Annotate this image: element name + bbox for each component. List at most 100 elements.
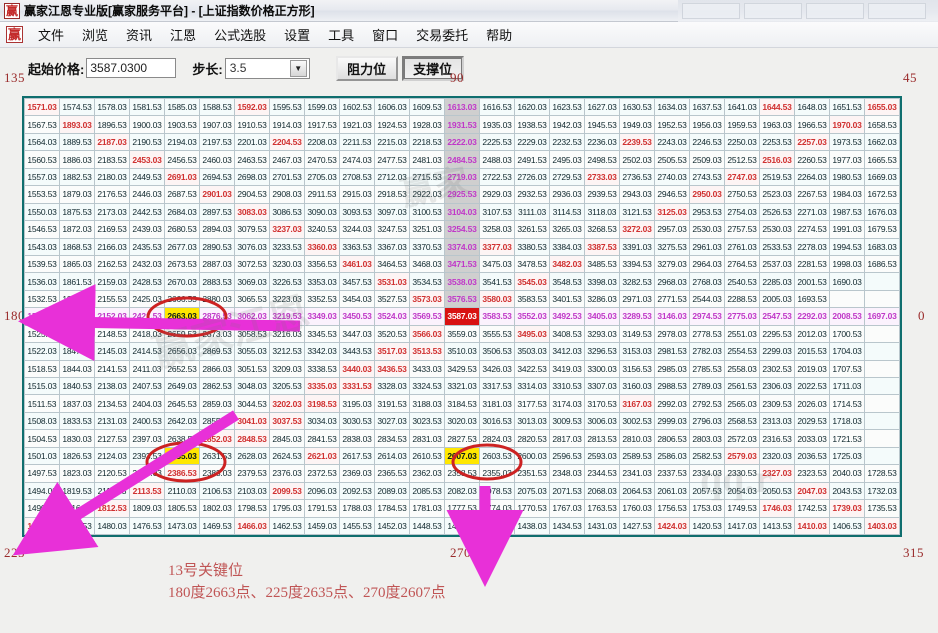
price-cell[interactable]: 2330.53 xyxy=(724,464,760,483)
price-cell[interactable]: 2236.03 xyxy=(584,132,620,152)
price-cell[interactable]: 1980.53 xyxy=(829,167,865,187)
price-cell[interactable]: 3174.03 xyxy=(549,394,585,413)
price-cell[interactable]: 1714.53 xyxy=(829,394,865,413)
price-cell[interactable]: 1476.53 xyxy=(129,516,165,535)
price-cell[interactable]: 1550.03 xyxy=(24,202,60,222)
price-cell[interactable]: 1917.53 xyxy=(304,115,340,134)
price-cell[interactable]: 1742.53 xyxy=(794,499,830,518)
price-cell[interactable]: 1543.03 xyxy=(24,237,60,256)
price-cell[interactable]: 3576.53 xyxy=(444,289,480,309)
price-cell[interactable]: 3569.53 xyxy=(409,307,445,326)
price-cell[interactable]: 1672.53 xyxy=(864,185,900,204)
price-cell[interactable]: 3195.03 xyxy=(339,394,375,413)
price-cell[interactable]: 1984.03 xyxy=(829,185,865,204)
price-cell[interactable]: 2309.53 xyxy=(759,394,795,413)
price-cell[interactable]: 3265.03 xyxy=(549,220,585,239)
price-cell[interactable]: 2932.53 xyxy=(514,185,550,204)
price-cell[interactable]: 3380.53 xyxy=(514,237,550,256)
price-cell[interactable]: 2281.53 xyxy=(794,254,830,274)
price-cell[interactable]: 2624.53 xyxy=(269,446,305,466)
price-cell[interactable]: 3321.03 xyxy=(444,376,480,396)
price-cell[interactable]: 3345.53 xyxy=(304,324,340,344)
price-cell[interactable]: 2386.53 xyxy=(164,464,200,483)
price-cell[interactable]: 2509.03 xyxy=(689,150,725,169)
price-cell[interactable]: 1725.03 xyxy=(829,446,865,466)
price-cell[interactable]: 3353.03 xyxy=(304,272,340,291)
price-cell[interactable]: 3436.53 xyxy=(374,359,410,379)
price-cell[interactable]: 1459.03 xyxy=(304,516,340,535)
price-cell[interactable]: 2316.53 xyxy=(759,429,795,448)
price-cell[interactable]: 3531.03 xyxy=(374,272,410,291)
price-cell[interactable]: 1868.53 xyxy=(59,237,95,256)
price-cell[interactable]: 1851.03 xyxy=(59,324,95,344)
price-cell[interactable]: 2453.03 xyxy=(129,150,165,169)
menu-item-settings[interactable]: 设置 xyxy=(284,28,311,43)
price-cell[interactable]: 2057.53 xyxy=(689,481,725,501)
price-cell[interactable]: 2323.53 xyxy=(794,464,830,483)
price-cell[interactable]: 1956.03 xyxy=(689,115,725,134)
price-cell[interactable] xyxy=(829,289,865,309)
price-cell[interactable]: 3394.53 xyxy=(619,254,655,274)
price-cell[interactable]: 3405.03 xyxy=(584,307,620,326)
price-cell[interactable]: 3041.03 xyxy=(234,411,270,431)
price-cell[interactable]: 1599.03 xyxy=(304,97,340,117)
price-cell[interactable]: 1935.03 xyxy=(479,115,515,134)
price-cell[interactable]: 2033.03 xyxy=(794,429,830,448)
chevron-down-icon[interactable]: ▼ xyxy=(289,59,307,77)
price-cell[interactable]: 3419.03 xyxy=(549,359,585,379)
price-cell[interactable]: 2474.03 xyxy=(339,150,375,169)
price-cell[interactable]: 2054.03 xyxy=(724,481,760,501)
price-cell[interactable]: 2666.53 xyxy=(164,289,200,309)
price-cell[interactable]: 3447.03 xyxy=(339,324,375,344)
price-cell[interactable]: 2141.53 xyxy=(94,359,130,379)
price-cell[interactable]: 2285.03 xyxy=(759,272,795,291)
price-cell[interactable]: 1595.53 xyxy=(269,97,305,117)
price-cell[interactable]: 1648.03 xyxy=(794,97,830,117)
price-cell[interactable]: 3408.53 xyxy=(549,324,585,344)
price-cell[interactable]: 1816.03 xyxy=(59,499,95,518)
price-cell[interactable]: 2708.53 xyxy=(339,167,375,187)
price-cell[interactable]: 3391.03 xyxy=(619,237,655,256)
price-cell[interactable]: 2036.53 xyxy=(794,446,830,466)
price-cell[interactable]: 2516.03 xyxy=(759,150,795,169)
price-cell[interactable]: 2873.03 xyxy=(199,324,235,344)
price-cell[interactable]: 1637.53 xyxy=(689,97,725,117)
price-cell[interactable]: 3450.53 xyxy=(339,307,375,326)
price-cell[interactable]: 1921.03 xyxy=(339,115,375,134)
price-cell[interactable]: 1837.03 xyxy=(59,394,95,413)
price-cell[interactable]: 2498.53 xyxy=(584,150,620,169)
price-cell[interactable]: 3051.53 xyxy=(234,359,270,379)
price-cell[interactable]: 2705.03 xyxy=(304,167,340,187)
price-cell[interactable]: 1903.53 xyxy=(164,115,200,134)
price-cell[interactable]: 2008.53 xyxy=(829,307,865,326)
price-cell[interactable]: 3352.53 xyxy=(304,289,340,309)
price-cell[interactable]: 2117.03 xyxy=(94,481,130,501)
price-cell[interactable]: 3335.03 xyxy=(304,376,340,396)
start-price-input[interactable] xyxy=(86,58,177,78)
price-cell[interactable]: 2442.53 xyxy=(129,202,165,222)
price-cell[interactable]: 2351.53 xyxy=(514,464,550,483)
price-cell[interactable]: 2071.53 xyxy=(549,481,585,501)
price-cell[interactable]: 1896.53 xyxy=(94,115,130,134)
price-cell[interactable]: 1494.03 xyxy=(24,481,60,501)
price-cell[interactable]: 3100.53 xyxy=(409,202,445,222)
price-cell[interactable]: 1483.53 xyxy=(59,516,95,535)
price-cell[interactable]: 2677.03 xyxy=(164,237,200,256)
price-cell[interactable]: 1791.53 xyxy=(304,499,340,518)
price-cell[interactable]: 1560.53 xyxy=(24,150,60,169)
price-cell[interactable]: 3492.53 xyxy=(549,307,585,326)
price-cell[interactable]: 2292.03 xyxy=(794,307,830,326)
price-cell[interactable]: 1735.53 xyxy=(864,499,900,518)
price-cell[interactable]: 2218.53 xyxy=(409,132,445,152)
price-cell[interactable]: 3125.03 xyxy=(654,202,690,222)
price-cell[interactable]: 2939.53 xyxy=(584,185,620,204)
price-cell[interactable]: 2544.03 xyxy=(689,289,725,309)
price-cell[interactable]: 2698.03 xyxy=(234,167,270,187)
price-cell[interactable]: 2043.53 xyxy=(829,481,865,501)
price-cell[interactable]: 2694.53 xyxy=(199,167,235,187)
price-cell[interactable]: 3251.03 xyxy=(409,220,445,239)
price-cell[interactable]: 3367.03 xyxy=(374,237,410,256)
price-cell[interactable]: 2355.03 xyxy=(479,464,515,483)
price-cell[interactable]: 3177.53 xyxy=(514,394,550,413)
price-cell[interactable]: 1893.03 xyxy=(59,115,95,134)
